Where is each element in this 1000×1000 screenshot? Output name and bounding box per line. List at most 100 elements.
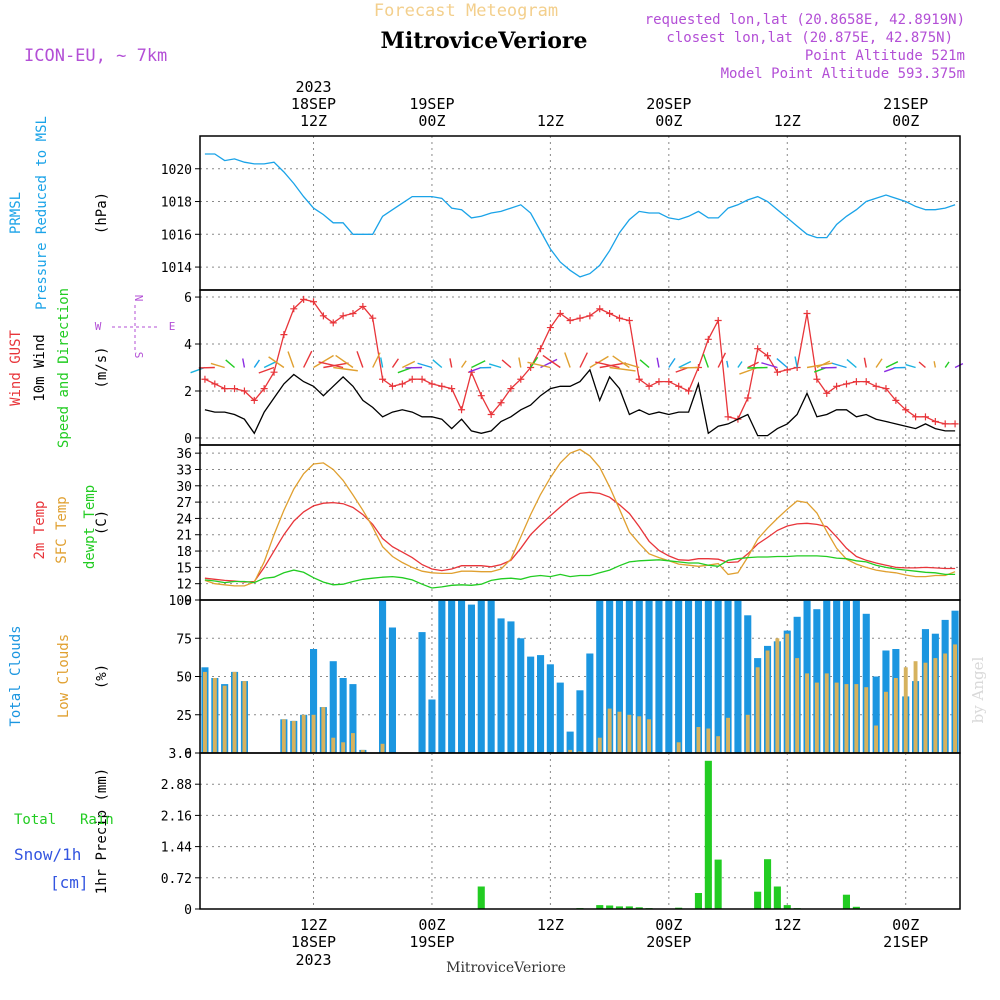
series-10m-wind — [204, 368, 956, 437]
requested-coords: requested lon,lat (20.8658E, 42.8919N) — [645, 12, 965, 28]
wind-arrow — [726, 360, 729, 368]
gust-marker — [497, 399, 505, 407]
gust-marker — [260, 385, 268, 393]
y-tick-label: 2 — [184, 385, 192, 400]
top-date-label: 20SEP — [646, 95, 691, 113]
wind-arrow — [846, 358, 857, 369]
low-cloud-bar — [301, 714, 306, 754]
total-cloud-bar — [458, 600, 466, 753]
wind-arrow — [287, 351, 295, 368]
temp-2m-label: 2m Temp — [32, 500, 48, 559]
total-cloud-bar — [606, 600, 614, 753]
top-hour-label: 00Z — [418, 112, 445, 130]
wind-arrow — [380, 357, 384, 368]
low-cloud-bar — [854, 684, 859, 753]
y-tick-label: 33 — [176, 463, 192, 478]
low-cloud-bar — [814, 682, 819, 753]
gust-marker — [606, 309, 614, 317]
y-tick-label: 18 — [176, 545, 192, 560]
gust-marker — [231, 385, 239, 393]
wind-arrow — [527, 361, 551, 369]
bottom-hour-label: 00Z — [655, 916, 682, 934]
gust-marker — [398, 380, 406, 388]
compass-n: N — [132, 295, 145, 302]
gust-marker — [862, 378, 870, 386]
low-cloud-bar — [568, 749, 573, 753]
wind-arrow — [210, 362, 225, 369]
total-cloud-bar — [675, 600, 683, 753]
total-cloud-bar — [339, 678, 347, 753]
total-cloud-bar — [645, 600, 653, 753]
wind-arrow — [863, 357, 867, 368]
gust-marker — [912, 413, 920, 421]
gust-marker — [635, 375, 643, 383]
gust-marker — [428, 380, 436, 388]
low-cloud-bar — [943, 653, 948, 753]
top-date-label: 19SEP — [409, 95, 454, 113]
bottom-hour-label: 00Z — [418, 916, 445, 934]
gust-marker — [665, 378, 673, 386]
wind-arrow — [335, 354, 354, 369]
wind-arrow — [242, 358, 246, 368]
low-cloud-bar — [232, 671, 237, 753]
panel-frame — [199, 752, 961, 910]
low-cloud-bar — [775, 638, 780, 754]
panel-1: 1014 1016 1018 1020 (hPa) — [94, 135, 961, 291]
low-cloud-bar — [341, 742, 346, 753]
low-cloud-bar — [923, 662, 928, 753]
wind-10m-label: 10m Wind — [32, 334, 48, 401]
low-cloud-bar — [913, 661, 918, 753]
wind-arrow — [333, 366, 358, 372]
low-cloud-bar — [884, 691, 888, 753]
total-cloud-bar — [487, 600, 495, 753]
total-cloud-bar — [537, 655, 545, 753]
prmsl-label: PRMSL — [8, 192, 24, 234]
total-cloud-bar — [497, 618, 505, 753]
wind-arrow — [668, 357, 676, 368]
low-cloud-bar — [647, 719, 651, 753]
total-cloud-bar — [596, 600, 604, 753]
gust-marker — [458, 406, 466, 414]
plot-area: 1014101610181020(hPa)0246(m/s)9121518212… — [8, 78, 964, 969]
total-cloud-bar — [724, 600, 732, 753]
total-cloud-bar — [635, 600, 643, 753]
wind-arrow — [542, 354, 561, 369]
precip-bar — [852, 906, 860, 909]
gust-marker — [349, 309, 357, 317]
wind-arrow — [905, 363, 916, 369]
gust-marker — [675, 382, 683, 390]
total-cloud-bar — [438, 600, 446, 753]
compass-cross — [112, 305, 158, 350]
gust-marker — [586, 312, 594, 320]
gust-marker — [329, 319, 337, 327]
gust-marker — [724, 413, 732, 421]
y-tick-label: 50 — [176, 671, 192, 686]
gust-marker — [388, 382, 396, 390]
wind-arrow — [678, 360, 692, 369]
wind-arrow — [449, 358, 453, 368]
point-altitude: Point Altitude 521m — [805, 48, 965, 64]
compass-w: W — [95, 320, 102, 333]
gust-marker — [438, 382, 446, 390]
y-tick-label: 3.6 — [169, 747, 192, 762]
wind-arrow — [579, 352, 588, 368]
gust-marker — [704, 335, 712, 343]
low-cloud-bar — [933, 658, 938, 753]
total-cloud-bar — [744, 615, 752, 753]
top-hour-label: 00Z — [655, 112, 682, 130]
total-cloud-bar — [862, 613, 870, 753]
total-cloud-bar — [448, 600, 456, 753]
y-tick-label: 12 — [176, 578, 192, 593]
gust-marker — [842, 380, 850, 388]
low-cloud-bar — [844, 684, 849, 753]
total-cloud-bar — [694, 600, 702, 753]
gust-marker — [931, 418, 939, 426]
unit-label: 1hr Precip (mm) — [94, 768, 110, 894]
precip-bar — [773, 886, 781, 909]
station-title: MitroviceVeriore — [381, 28, 588, 54]
low-cloud-bar — [627, 714, 632, 754]
precip-bar — [625, 906, 633, 909]
total-cloud-bar — [872, 676, 880, 753]
gust-marker — [379, 375, 387, 383]
low-cloud-bar — [360, 749, 365, 753]
